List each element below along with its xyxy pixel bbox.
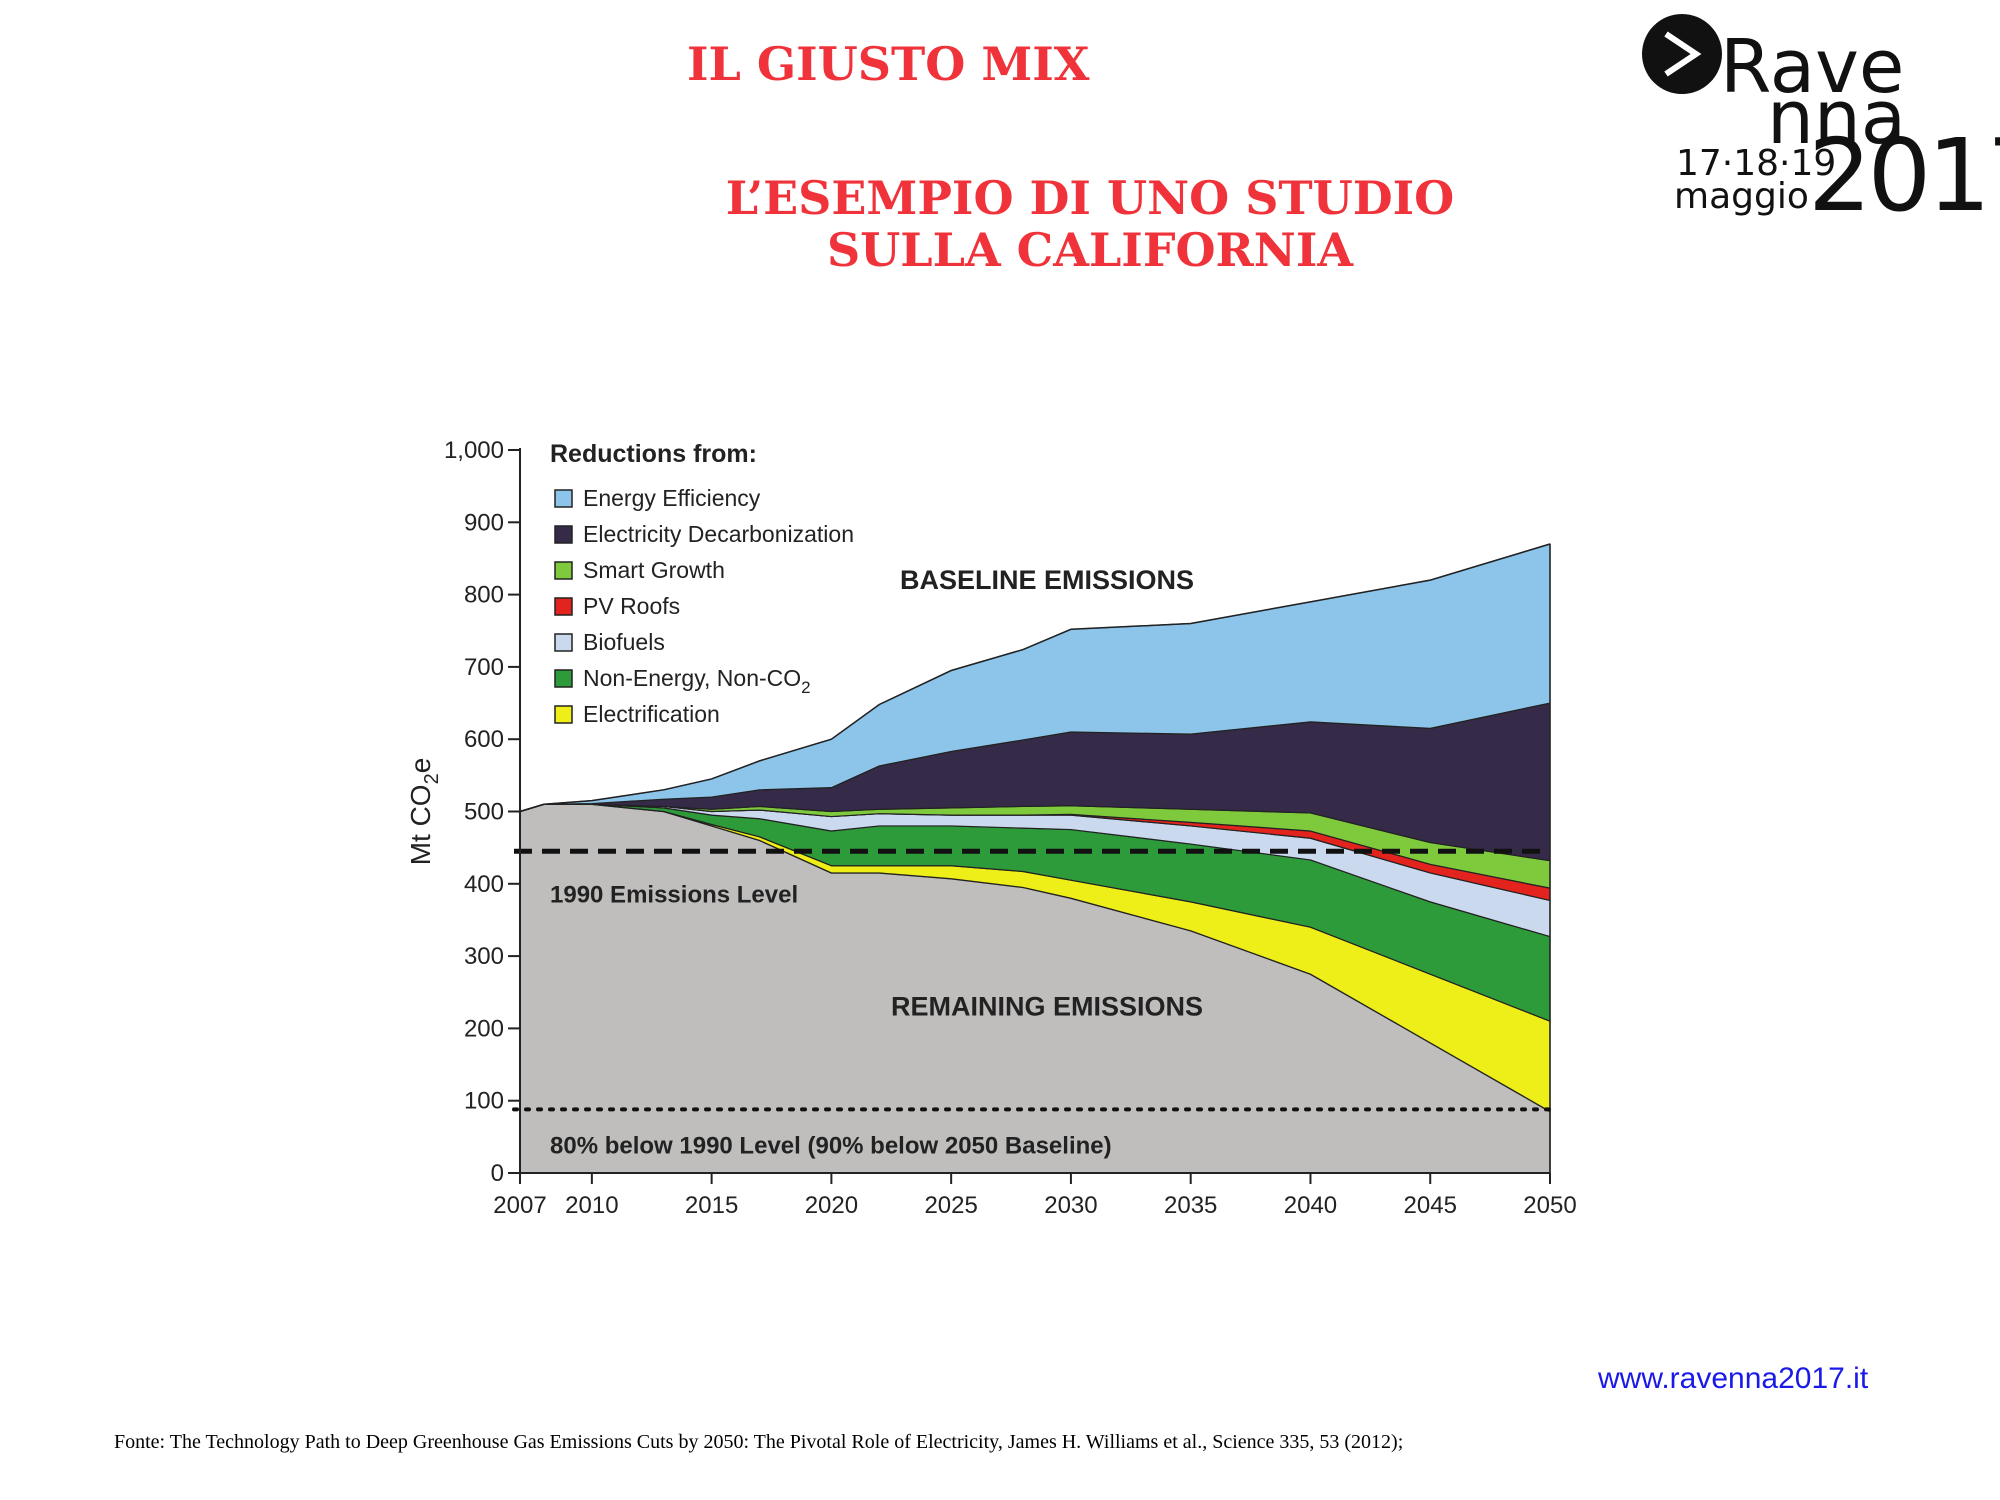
y-tick-label: 900 bbox=[464, 509, 504, 536]
x-tick-label: 2045 bbox=[1404, 1192, 1457, 1219]
y-tick-label: 500 bbox=[464, 799, 504, 826]
source-citation: Fonte: The Technology Path to Deep Green… bbox=[114, 1431, 1404, 1453]
legend-label-non-energy-non-co: Non-Energy, Non-CO2 bbox=[583, 665, 811, 697]
y-tick-label: 200 bbox=[464, 1015, 504, 1042]
legend-title: Reductions from: bbox=[550, 440, 757, 468]
x-tick-label: 2035 bbox=[1164, 1192, 1217, 1219]
logo-line-2: nna bbox=[1767, 75, 1906, 161]
y-tick-label: 700 bbox=[464, 654, 504, 681]
x-tick-label: 2030 bbox=[1044, 1192, 1097, 1219]
reference-label-1990-emissions-level: 1990 Emissions Level bbox=[550, 881, 798, 908]
x-tick-label: 2025 bbox=[924, 1192, 977, 1219]
legend-label-smart-growth: Smart Growth bbox=[583, 557, 725, 583]
emissions-chart: 0 100 200 300 400 500 600 700 800 900 1,000 2007 201… bbox=[405, 437, 1577, 1219]
legend-label-energy-efficiency: Energy Efficiency bbox=[583, 485, 761, 511]
chart-areas bbox=[519, 543, 1551, 1174]
annotation-baseline-emissions: BASELINE EMISSIONS bbox=[900, 565, 1194, 595]
x-tick-label: 2050 bbox=[1523, 1192, 1576, 1219]
x-tick-label: 2015 bbox=[685, 1192, 738, 1219]
legend-label-biofuels: Biofuels bbox=[583, 629, 665, 655]
y-tick-label: 300 bbox=[464, 943, 504, 970]
subtitle-line-2: SULLA CALIFORNIA bbox=[826, 223, 1354, 277]
ravenna-2017-logo: Rave nna 17·18·19 maggio 2017 bbox=[1642, 14, 2000, 217]
subtitle-line-1: L’ESEMPIO DI UNO STUDIO bbox=[725, 171, 1455, 225]
legend-label-electricity-decarbonization: Electricity Decarbonization bbox=[583, 521, 854, 547]
baseline-emissions-line bbox=[519, 543, 1551, 813]
legend-swatch-pv-roofs bbox=[554, 597, 573, 616]
reference-lines bbox=[512, 848, 1552, 1112]
logo-month: maggio bbox=[1674, 176, 1809, 217]
logo-year: 2017 bbox=[1808, 117, 2000, 217]
x-tick-label: 2007 bbox=[493, 1192, 546, 1219]
legend-label-pv-roofs: PV Roofs bbox=[583, 593, 680, 619]
y-tick-label: 100 bbox=[464, 1088, 504, 1115]
logo-line-1: Rave bbox=[1720, 24, 1904, 110]
legend-swatch-energy-efficiency bbox=[554, 489, 573, 508]
y-tick-label: 600 bbox=[464, 726, 504, 753]
legend-swatch-electrification bbox=[554, 705, 573, 724]
x-tick-label: 2020 bbox=[805, 1192, 858, 1219]
annotation-remaining-emissions: REMAINING EMISSIONS bbox=[891, 991, 1203, 1021]
chart-labels: 1990 Emissions Level 80% below 1990 Level… bbox=[550, 565, 1203, 1160]
reference-label-80-below-1990-level-90-below-2050-baseline: 80% below 1990 Level (90% below 2050 Bas… bbox=[550, 1132, 1112, 1159]
y-tick-label: 800 bbox=[464, 582, 504, 609]
legend-swatch-non-energy-non-co bbox=[554, 669, 573, 688]
arrow-chevron bbox=[1664, 31, 1702, 77]
legend-swatch-biofuels bbox=[554, 633, 573, 652]
y-axis-label: Mt CO2e bbox=[405, 758, 443, 866]
legend-label-electrification: Electrification bbox=[583, 701, 720, 727]
chart-axes: 0 100 200 300 400 500 600 700 800 900 1,000 2007 201… bbox=[405, 437, 1577, 1219]
logo-dates: 17·18·19 bbox=[1676, 143, 1836, 184]
slide-title: IL GIUSTO MIX bbox=[687, 37, 1090, 91]
x-tick-label: 2010 bbox=[565, 1192, 618, 1219]
x-tick-label: 2040 bbox=[1284, 1192, 1337, 1219]
website-link[interactable]: www.ravenna2017.it bbox=[1598, 1362, 1869, 1395]
y-tick-label: 400 bbox=[464, 871, 504, 898]
arrow-circle-icon bbox=[1642, 14, 1722, 94]
y-tick-label: 0 bbox=[491, 1160, 504, 1187]
chart-legend: Reductions from: Energy Efficiency Electri… bbox=[550, 440, 854, 727]
legend-swatch-smart-growth bbox=[554, 561, 573, 580]
slide-subtitle: L’ESEMPIO DI UNO STUDIO SULLA CALIFORNIA bbox=[640, 172, 1540, 276]
y-tick-label: 1,000 bbox=[444, 437, 504, 464]
legend-swatch-electricity-decarbonization bbox=[554, 525, 573, 544]
